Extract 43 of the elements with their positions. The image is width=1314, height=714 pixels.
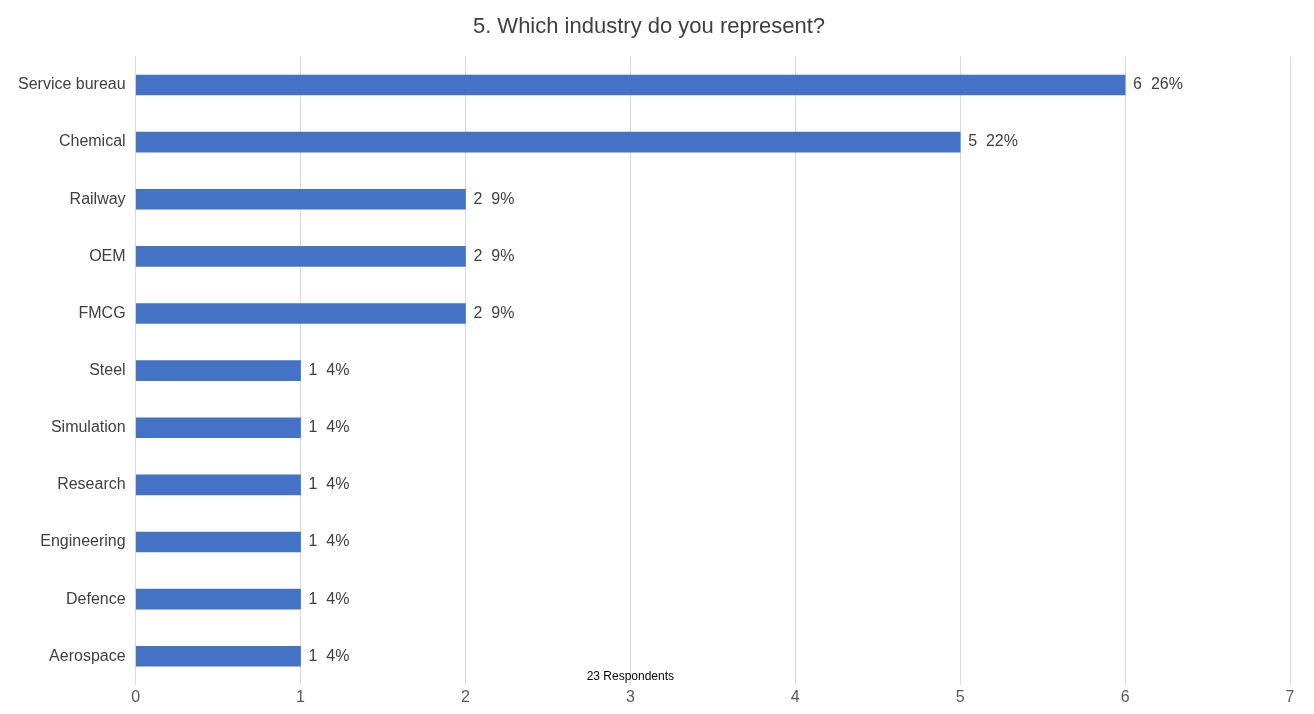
data-label: 1 4% [308, 361, 350, 379]
y-tick-label: OEM [89, 246, 126, 264]
x-tick-label: 1 [296, 687, 306, 705]
y-tick-label: Service bureau [17, 75, 126, 93]
x-tick-label: 2 [460, 687, 470, 705]
data-label: 2 9% [473, 189, 515, 207]
data-label: 5 22% [968, 132, 1018, 150]
y-tick-label: Engineering [40, 532, 126, 550]
bar [135, 74, 1126, 96]
y-tick-label: Defence [66, 589, 126, 607]
chart-title: 5. Which industry do you represent? [472, 13, 826, 39]
data-label: 1 4% [308, 532, 350, 550]
data-label: 1 4% [308, 589, 350, 607]
bar [135, 417, 301, 439]
bar [135, 588, 301, 610]
bar [135, 360, 301, 381]
bar [135, 645, 301, 667]
bar [135, 303, 466, 324]
bar [135, 246, 466, 267]
y-tick-label: FMCG [78, 303, 126, 321]
y-tick-label: Chemical [58, 132, 126, 150]
x-tick-label: 0 [131, 687, 141, 705]
x-tick-label: 5 [955, 687, 965, 705]
data-label: 1 4% [308, 475, 350, 493]
bar [135, 131, 961, 153]
y-tick-label: Simulation [50, 418, 126, 436]
x-tick-label: 6 [1120, 687, 1130, 705]
y-tick-label: Aerospace [49, 646, 126, 664]
y-tick-label: Railway [69, 189, 126, 207]
data-label: 1 4% [308, 646, 350, 664]
bar [135, 188, 466, 210]
bar [135, 531, 301, 553]
data-label: 6 26% [1133, 75, 1183, 93]
annotation: 23 Respondents [586, 669, 675, 684]
y-tick-label: Research [57, 475, 126, 493]
x-tick-label: 4 [790, 687, 800, 705]
data-label: 1 4% [308, 418, 350, 436]
y-tick-label: Steel [89, 361, 126, 379]
data-label: 2 9% [473, 246, 515, 264]
x-tick-label: 7 [1285, 687, 1295, 705]
data-label: 2 9% [473, 303, 515, 321]
x-tick-label: 3 [625, 687, 635, 705]
bar [135, 474, 301, 496]
